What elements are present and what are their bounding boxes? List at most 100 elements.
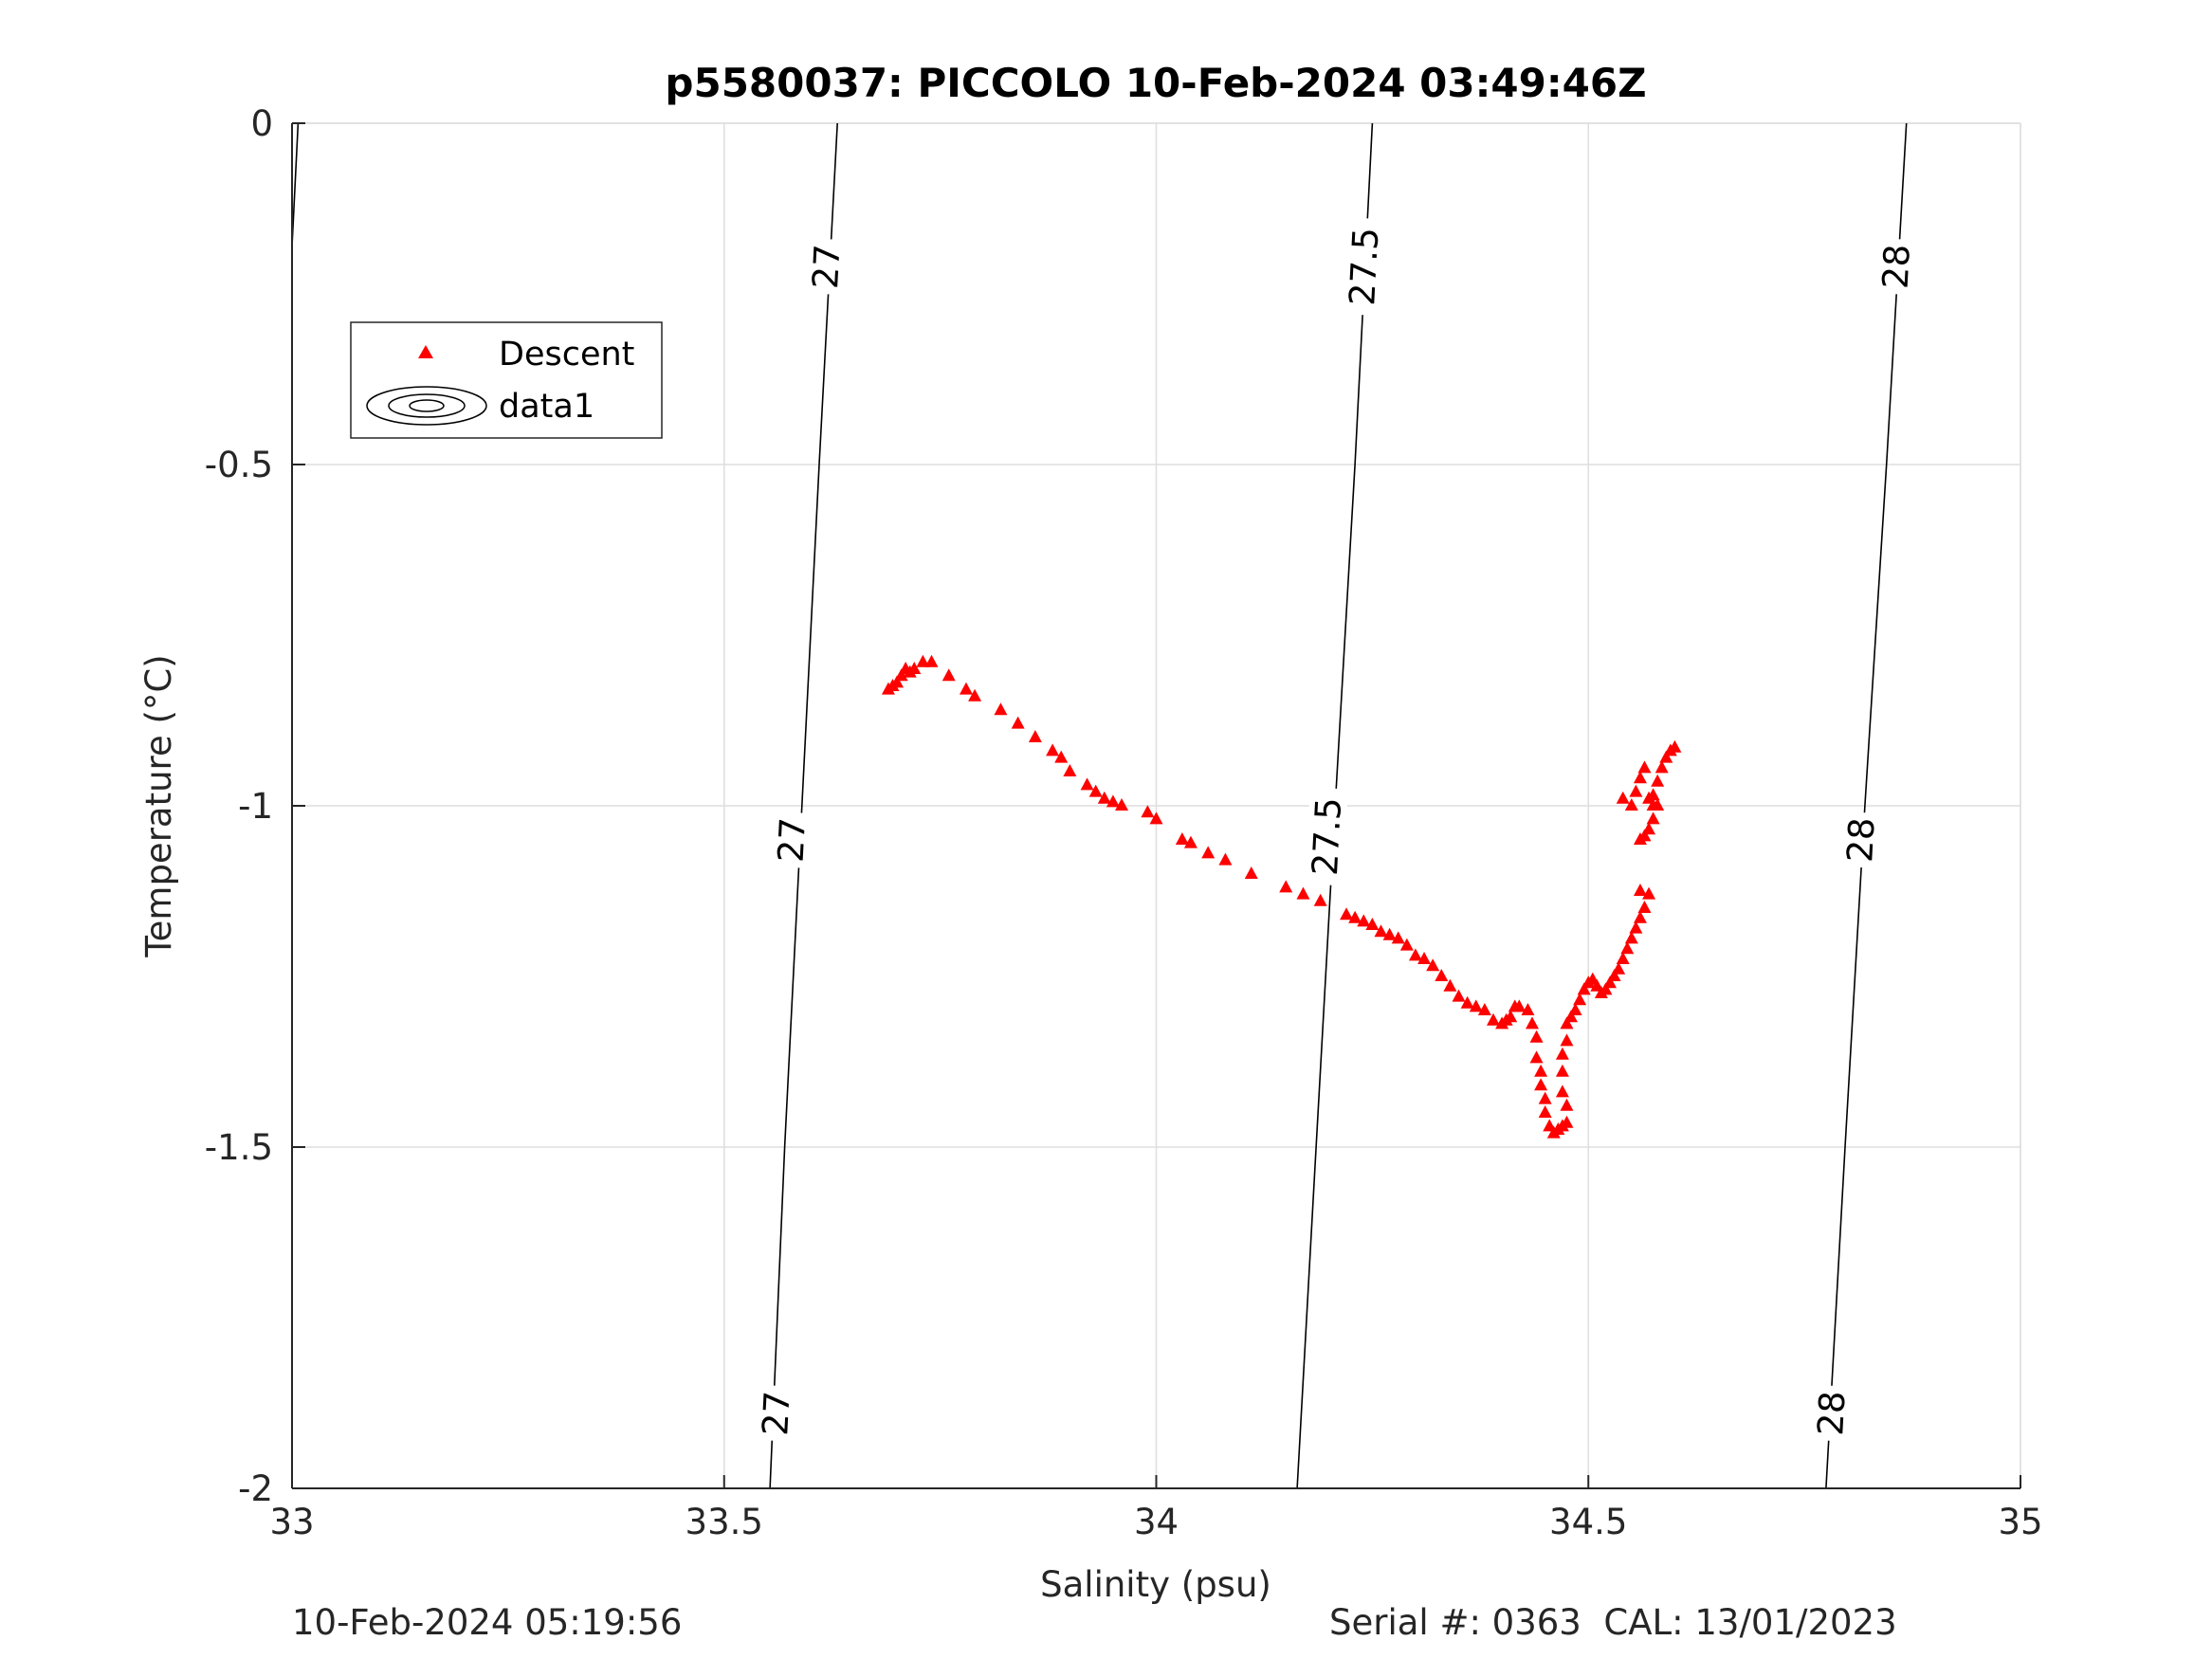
legend-triangle-marker bbox=[418, 345, 433, 358]
legend: Descent data1 bbox=[350, 321, 663, 439]
descent-marker bbox=[968, 688, 982, 702]
contour-label-text: 28 bbox=[1810, 1390, 1853, 1436]
descent-marker bbox=[1654, 760, 1669, 774]
descent-marker bbox=[1097, 791, 1111, 804]
descent-marker bbox=[1313, 893, 1327, 906]
descent-marker bbox=[1443, 978, 1457, 992]
descent-marker bbox=[1175, 832, 1189, 845]
contour-label-text: 28 bbox=[1839, 816, 1882, 863]
x-tick-label: 35 bbox=[1998, 1502, 2042, 1542]
descent-marker bbox=[924, 654, 939, 667]
descent-marker bbox=[1512, 999, 1526, 1012]
descent-marker bbox=[1612, 961, 1626, 975]
descent-marker bbox=[1279, 880, 1293, 893]
contour-label-text: 27.5 bbox=[1342, 227, 1386, 307]
descent-marker bbox=[1555, 1085, 1569, 1098]
contour-label: 27 bbox=[771, 811, 814, 869]
density-contour-line bbox=[291, 122, 300, 246]
x-axis-label: Salinity (psu) bbox=[1040, 1564, 1271, 1605]
descent-marker bbox=[1486, 1012, 1500, 1026]
descent-marker bbox=[994, 702, 1008, 716]
density-contour-line bbox=[1825, 122, 1908, 1489]
descent-marker bbox=[1340, 907, 1354, 921]
descent-marker bbox=[1538, 1091, 1552, 1104]
descent-marker bbox=[1526, 1016, 1540, 1030]
descent-marker bbox=[1637, 901, 1652, 913]
legend-box bbox=[350, 321, 663, 439]
descent-marker bbox=[1616, 952, 1630, 964]
descent-marker bbox=[1538, 1105, 1552, 1118]
legend-entry-data1: data1 bbox=[499, 388, 594, 426]
y-axis-label: Temperature (°C) bbox=[138, 654, 179, 957]
descent-marker bbox=[1555, 1064, 1569, 1077]
descent-marker bbox=[1011, 716, 1025, 729]
descent-marker bbox=[1651, 774, 1665, 787]
y-tick-label: -2 bbox=[238, 1468, 273, 1509]
descent-marker bbox=[1141, 805, 1155, 818]
descent-marker bbox=[1629, 921, 1643, 934]
descent-marker bbox=[1564, 1010, 1579, 1023]
contour-label: 28 bbox=[1839, 811, 1883, 869]
descent-marker bbox=[1668, 739, 1682, 753]
descent-marker bbox=[1646, 798, 1660, 811]
descent-marker bbox=[1629, 784, 1643, 797]
descent-marker bbox=[1624, 931, 1638, 944]
descent-marker bbox=[890, 675, 905, 688]
descent-marker bbox=[1529, 1030, 1544, 1043]
descent-marker bbox=[1534, 1078, 1548, 1091]
contour-label: 27.5 bbox=[1305, 787, 1349, 886]
descent-marker bbox=[1637, 829, 1652, 842]
descent-marker bbox=[1460, 995, 1474, 1009]
y-tick-label: -1 bbox=[238, 786, 273, 827]
descent-marker bbox=[1620, 941, 1635, 955]
contour-label: 27.5 bbox=[1342, 217, 1386, 317]
descent-marker bbox=[941, 668, 956, 682]
contour-labels: 27 27 27 27.5 27.5 28 28 28 bbox=[755, 217, 1918, 1442]
descent-marker bbox=[1560, 1016, 1574, 1030]
descent-marker bbox=[1607, 969, 1621, 981]
descent-marker bbox=[1382, 927, 1397, 940]
descent-marker bbox=[1642, 886, 1656, 900]
descent-marker bbox=[1616, 791, 1630, 804]
descent-marker bbox=[1054, 750, 1069, 763]
descent-marker bbox=[1088, 784, 1103, 797]
descent-marker bbox=[1244, 866, 1258, 879]
descent-marker bbox=[1408, 948, 1422, 961]
descent-marker bbox=[1399, 938, 1414, 951]
descent-marker bbox=[1477, 1003, 1491, 1015]
contour-label-text: 27 bbox=[771, 816, 814, 863]
descent-marker bbox=[1534, 1064, 1548, 1077]
descent-marker bbox=[894, 668, 908, 682]
contour-label-gap bbox=[1875, 238, 1917, 296]
contour-label-text: 28 bbox=[1874, 244, 1917, 290]
descent-marker bbox=[1624, 798, 1638, 811]
descent-marker bbox=[1560, 1033, 1574, 1047]
descent-marker bbox=[1149, 811, 1163, 825]
descent-marker bbox=[1357, 914, 1371, 927]
contour-label-gap bbox=[755, 1384, 796, 1442]
contour-label-gap bbox=[1305, 787, 1348, 886]
y-tick-label: 0 bbox=[250, 103, 273, 144]
descent-marker bbox=[1183, 835, 1197, 848]
descent-marker bbox=[1115, 798, 1129, 811]
descent-marker bbox=[1555, 1047, 1569, 1060]
descent-marker bbox=[1296, 886, 1310, 900]
descent-marker bbox=[1374, 924, 1388, 938]
descent-marker bbox=[1426, 958, 1440, 972]
descent-marker bbox=[1201, 846, 1216, 859]
x-tick-label: 33 bbox=[269, 1502, 314, 1542]
descent-marker bbox=[1417, 952, 1432, 964]
descent-marker bbox=[1633, 910, 1647, 923]
density-contour-line bbox=[769, 122, 838, 1489]
descent-marker bbox=[907, 662, 922, 674]
descent-marker bbox=[1603, 975, 1618, 989]
descent-marker bbox=[1365, 918, 1380, 930]
contour-label-gap bbox=[1810, 1384, 1852, 1442]
footer-timestamp: 10-Feb-2024 05:19:56 bbox=[292, 1602, 683, 1643]
descent-marker bbox=[1529, 1050, 1544, 1064]
descent-marker bbox=[916, 654, 930, 667]
contour-label: 28 bbox=[1874, 238, 1918, 296]
descent-marker bbox=[1469, 999, 1483, 1012]
descent-marker bbox=[1521, 1003, 1535, 1015]
